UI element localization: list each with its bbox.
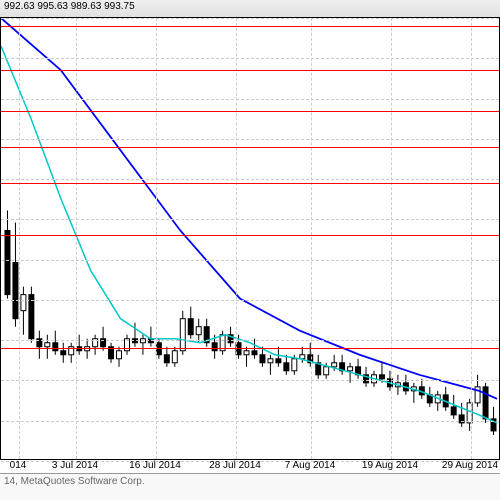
resistance-level <box>1 183 499 184</box>
candle-body <box>260 355 265 363</box>
resistance-level <box>1 147 499 148</box>
candle-body <box>443 395 448 407</box>
x-tick-label: 16 Jul 2014 <box>129 460 181 471</box>
candle-body <box>300 355 305 359</box>
resistance-level <box>1 235 499 236</box>
candle-body <box>53 343 58 351</box>
x-tick-label: 19 Aug 2014 <box>362 460 418 471</box>
candle-body <box>419 387 424 395</box>
candle-body <box>411 387 416 391</box>
v-gridline <box>471 18 472 459</box>
candle-body <box>45 343 50 347</box>
candle-body <box>180 319 185 351</box>
candle-body <box>427 395 432 403</box>
candle-body <box>475 387 480 403</box>
v-gridline <box>156 18 157 459</box>
candle-body <box>29 295 34 339</box>
candle-body <box>228 335 233 343</box>
candle-body <box>372 375 377 383</box>
candle-body <box>252 351 257 355</box>
candle-body <box>61 351 66 355</box>
x-tick-label: 014 <box>10 460 27 471</box>
candle-body <box>292 359 297 371</box>
x-tick-label: 7 Aug 2014 <box>285 460 336 471</box>
x-tick-label: 29 Aug 2014 <box>442 460 498 471</box>
v-gridline <box>19 18 20 459</box>
candle-body <box>276 359 281 363</box>
candle-body <box>379 375 384 379</box>
price-chart[interactable]: 992.63 995.63 989.63 993.75 014 3 Jul 201… <box>0 0 500 500</box>
candle-body <box>21 295 26 311</box>
candle-body <box>395 383 400 387</box>
x-tick-label: 3 Jul 2014 <box>52 460 98 471</box>
v-gridline <box>391 18 392 459</box>
candle-body <box>356 367 361 375</box>
candle-body <box>340 363 345 371</box>
candle-body <box>196 327 201 335</box>
candle-body <box>364 375 369 383</box>
candle-body <box>332 363 337 367</box>
copyright-text: 14, MetaQuotes Software Corp. <box>4 476 145 487</box>
candle-body <box>403 383 408 391</box>
candle-body <box>13 263 18 319</box>
candle-body <box>5 230 10 294</box>
candle-body <box>188 319 193 335</box>
chart-footer: 14, MetaQuotes Software Corp. <box>0 473 500 500</box>
plot-area[interactable] <box>0 17 500 460</box>
x-tick-label: 28 Jul 2014 <box>209 460 261 471</box>
ohlc-readout: 992.63 995.63 989.63 993.75 <box>4 1 135 12</box>
candle-body <box>324 367 329 375</box>
resistance-level <box>1 111 499 112</box>
resistance-level <box>1 70 499 71</box>
candle-body <box>316 363 321 375</box>
candle-body <box>451 407 456 415</box>
candle-body <box>172 351 177 363</box>
v-gridline <box>76 18 77 459</box>
candle-body <box>164 355 169 363</box>
resistance-level <box>1 26 499 27</box>
candle-body <box>244 351 249 355</box>
resistance-level <box>1 348 499 349</box>
v-gridline <box>236 18 237 459</box>
candle-body <box>284 363 289 371</box>
v-gridline <box>311 18 312 459</box>
candle-body <box>212 343 217 351</box>
candle-body <box>435 395 440 403</box>
candle-body <box>268 359 273 363</box>
candle-body <box>117 351 122 359</box>
candle-body <box>483 387 488 419</box>
candle-body <box>348 367 353 371</box>
